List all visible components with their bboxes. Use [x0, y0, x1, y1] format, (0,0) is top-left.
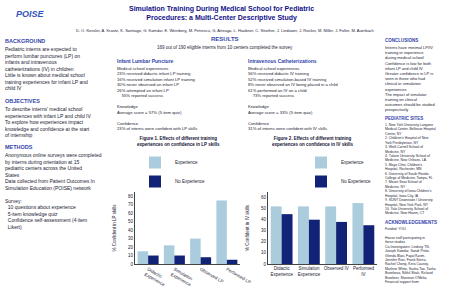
svg-text:Medical school experiences56%: Medical school experiences56% received d… — [248, 66, 338, 131]
svg-text:50: 50 — [261, 206, 267, 211]
svg-text:0: 0 — [264, 262, 267, 267]
svg-text:40: 40 — [261, 217, 267, 222]
svg-text:METHODS: METHODS — [5, 144, 33, 150]
svg-text:Observed LP: Observed LP — [199, 267, 224, 284]
svg-text:30: 30 — [128, 236, 134, 241]
svg-text:0: 0 — [131, 262, 134, 267]
svg-text:10: 10 — [261, 250, 267, 255]
svg-text:Infant Lumbar Puncture: Infant Lumbar Puncture — [117, 58, 174, 64]
svg-text:% Confident in LP skills: % Confident in LP skills — [112, 204, 117, 252]
svg-text:Funded: YOU House staff partic: Funded: YOU House staff participating in… — [385, 227, 436, 284]
svg-text:No Experience: No Experience — [341, 179, 371, 184]
svg-text:70: 70 — [128, 202, 134, 207]
svg-text:CONCLUSIONS: CONCLUSIONS — [385, 38, 418, 43]
svg-text:OBJECTIVES: OBJECTIVES — [5, 98, 40, 104]
svg-text:POISE: POISE — [16, 9, 45, 19]
svg-text:60: 60 — [261, 195, 267, 200]
svg-text:% Confident in IV skills: % Confident in IV skills — [245, 204, 250, 251]
svg-text:1. New York University Langone: 1. New York University LangoneMedical Ce… — [385, 123, 436, 215]
svg-text:DidacticExperience: DidacticExperience — [270, 266, 293, 277]
svg-text:SimulationExperience: SimulationExperience — [298, 266, 321, 277]
svg-text:Anonymous online surveys were: Anonymous online surveys were completedb… — [5, 152, 102, 230]
svg-text:Performed LP: Performed LP — [225, 267, 252, 285]
svg-text:Experience: Experience — [175, 160, 198, 165]
svg-text:Intravenous Catheterizations: Intravenous Catheterizations — [248, 58, 317, 64]
svg-text:Medical school experiences23%: Medical school experiences23% received d… — [117, 66, 197, 131]
svg-text:169 out of 190 eligible intern: 169 out of 190 eligible interns from 10 … — [157, 45, 293, 50]
svg-text:No Experience: No Experience — [175, 179, 205, 184]
svg-text:To describe interns' medical s: To describe interns' medical schoolexper… — [5, 106, 91, 138]
svg-text:50: 50 — [128, 219, 134, 224]
svg-text:20: 20 — [128, 245, 134, 250]
svg-text:SimulationExperience: SimulationExperience — [170, 267, 195, 288]
svg-text:BACKGROUND: BACKGROUND — [5, 38, 45, 44]
svg-text:PerformedIV: PerformedIV — [353, 266, 375, 277]
svg-text:Pediatric interns are expected: Pediatric interns are expected toperform… — [5, 46, 88, 91]
svg-text:10: 10 — [128, 253, 134, 258]
svg-text:Observed IV: Observed IV — [324, 266, 349, 271]
svg-text:DidacticExperience: DidacticExperience — [144, 267, 169, 288]
svg-text:Figure 1. Effects of different: Figure 1. Effects of different traininge… — [137, 136, 220, 147]
svg-text:PEDIATRIC SITES: PEDIATRIC SITES — [385, 116, 423, 121]
svg-text:Figure 2. Effects of different: Figure 2. Effects of different traininge… — [272, 136, 354, 147]
svg-text:80: 80 — [128, 194, 134, 199]
svg-text:20: 20 — [261, 239, 267, 244]
svg-text:40: 40 — [128, 228, 134, 233]
svg-text:30: 30 — [261, 228, 267, 233]
svg-text:ACKNOWLEDGEMENTS: ACKNOWLEDGEMENTS — [385, 220, 437, 225]
svg-text:60: 60 — [128, 211, 134, 216]
svg-text:RESULTS: RESULTS — [211, 36, 239, 42]
svg-text:Experience: Experience — [341, 160, 364, 165]
svg-text:Interns have minimal LP/IVtrai: Interns have minimal LP/IVtraining or ex… — [385, 45, 435, 112]
svg-text:D. O. Kessler, A. Krantz, K. S: D. O. Kessler, A. Krantz, K. Santiago, G… — [76, 28, 374, 33]
svg-text:Simulation Training During Med: Simulation Training During Medical Schoo… — [129, 5, 314, 22]
